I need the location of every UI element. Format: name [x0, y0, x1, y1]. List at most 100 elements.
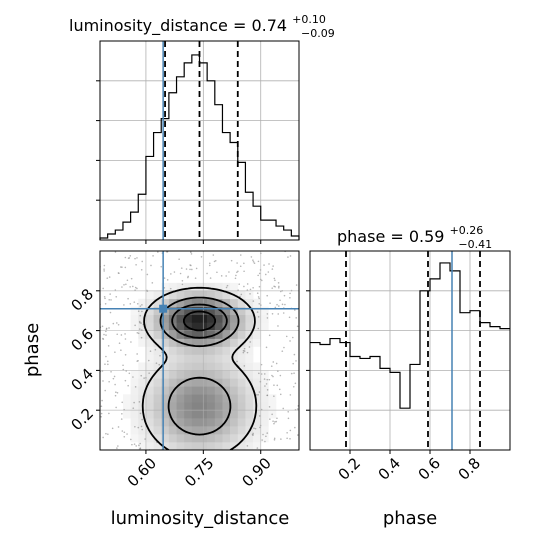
sample-point	[135, 263, 137, 266]
density-cell	[222, 426, 231, 435]
sample-point	[275, 362, 278, 365]
density-cell	[130, 426, 139, 435]
sample-point	[265, 435, 267, 438]
sample-point	[243, 365, 246, 367]
sample-point	[136, 353, 138, 355]
sample-point	[105, 355, 107, 358]
sample-point	[266, 394, 269, 397]
density-cell	[145, 314, 154, 323]
sample-point	[289, 429, 292, 432]
sample-point	[104, 389, 106, 392]
sample-point	[264, 385, 266, 387]
sample-point	[296, 408, 299, 410]
sample-point	[105, 327, 108, 330]
density-cell	[145, 442, 154, 450]
sample-point	[134, 286, 137, 289]
sample-point	[272, 420, 274, 422]
density-cell	[207, 330, 216, 339]
density-cell	[161, 442, 170, 450]
sample-point	[130, 341, 132, 343]
density-cell	[130, 394, 139, 403]
density-cell	[176, 314, 185, 323]
sample-point	[252, 260, 255, 263]
sample-point	[149, 350, 152, 352]
density-cell	[122, 410, 131, 419]
sample-point	[158, 363, 161, 366]
density-cell	[130, 434, 139, 443]
density-cell	[253, 314, 262, 323]
density-cell	[168, 394, 177, 403]
sample-point	[116, 322, 118, 324]
density-cell	[184, 442, 193, 450]
density-cell	[253, 386, 262, 395]
density-cell	[153, 362, 162, 371]
sample-point	[279, 374, 282, 377]
sample-point	[125, 283, 127, 286]
density-cell	[153, 322, 162, 331]
sample-point	[108, 327, 110, 329]
sample-point	[130, 277, 133, 280]
sample-point	[108, 380, 110, 383]
density-cell	[138, 418, 147, 427]
density-cell	[145, 338, 154, 347]
sample-point	[117, 272, 120, 274]
density-cell	[245, 306, 254, 315]
sample-point	[114, 251, 117, 253]
sample-point	[121, 412, 123, 415]
sample-point	[131, 443, 133, 446]
sample-point	[139, 305, 142, 307]
sample-point	[249, 293, 251, 295]
sample-point	[180, 267, 183, 269]
sample-point	[258, 302, 261, 305]
sample-point	[147, 359, 150, 362]
density-cell	[161, 354, 170, 363]
sample-point	[103, 333, 105, 336]
sample-point	[271, 287, 274, 289]
sample-point	[293, 372, 295, 374]
sample-point	[270, 365, 273, 367]
sample-point	[133, 301, 136, 303]
density-cell	[130, 402, 139, 411]
density-cell	[161, 402, 170, 411]
sample-point	[100, 412, 103, 415]
density-cell	[191, 362, 200, 371]
density-cell	[245, 290, 254, 300]
density-cell	[176, 330, 185, 339]
density-cell	[191, 434, 200, 443]
sample-point	[141, 428, 144, 431]
sample-point	[118, 342, 121, 345]
joint-axes-frame	[99, 250, 300, 451]
density-cell	[168, 410, 177, 419]
density-cell	[214, 322, 223, 331]
sample-point	[126, 279, 129, 282]
density-cell	[222, 330, 231, 339]
density-cell	[184, 290, 193, 300]
sample-point	[137, 332, 140, 335]
sample-point	[139, 314, 142, 317]
sample-point	[113, 375, 116, 378]
density-cell	[214, 370, 223, 379]
sample-point	[134, 386, 137, 388]
density-cell	[153, 330, 162, 339]
density-cell	[191, 290, 200, 300]
density-cell	[222, 378, 231, 387]
sample-point	[155, 362, 158, 364]
density-cell	[214, 410, 223, 419]
density-cell	[260, 418, 269, 427]
density-cell	[222, 354, 231, 363]
sample-point	[109, 293, 111, 295]
density-cell	[230, 282, 239, 292]
sample-point	[258, 391, 261, 393]
sample-point	[127, 297, 129, 300]
density-cell	[176, 322, 185, 331]
density-cell	[191, 338, 200, 347]
density-cell	[245, 346, 254, 355]
density-cell	[253, 370, 262, 379]
sample-point	[289, 437, 291, 440]
sample-point	[163, 287, 166, 289]
sample-point	[289, 394, 292, 396]
sample-point	[266, 432, 269, 434]
sample-point	[105, 334, 107, 336]
joint-ytick-label: 0.6	[67, 325, 97, 355]
sample-point	[246, 351, 249, 354]
